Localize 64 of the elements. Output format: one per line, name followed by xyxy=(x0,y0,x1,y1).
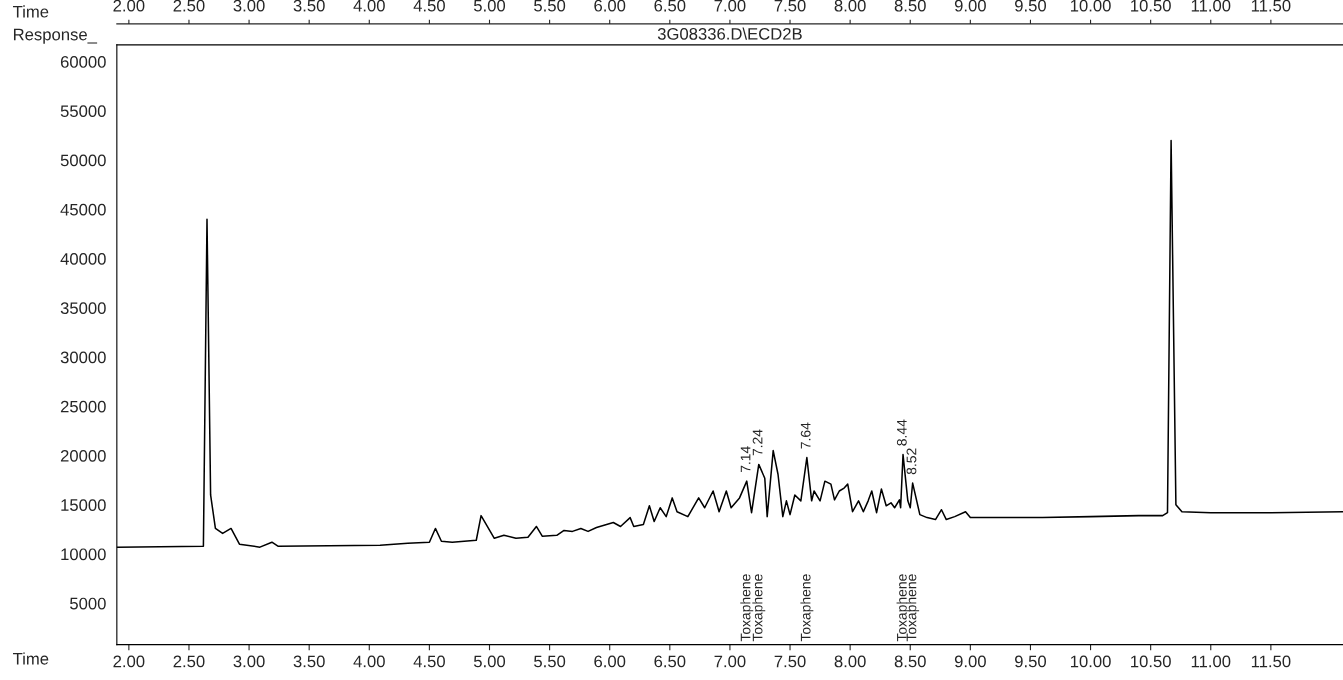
annotation: 7.14 xyxy=(740,446,751,473)
y-tick-label: 10000 xyxy=(61,548,106,561)
x2-tick-label: 3.50 xyxy=(293,0,325,12)
x2-tick-label: 4.00 xyxy=(353,0,385,12)
chart-title: 3G08336.D\ECD2B xyxy=(657,27,802,40)
x-tick-label: 4.00 xyxy=(353,655,385,668)
x-tick-label: 7.00 xyxy=(714,655,746,668)
x-tick-label: 9.00 xyxy=(954,655,986,668)
x2-tick-label: 7.50 xyxy=(774,0,806,12)
x-tick-label: 10.00 xyxy=(1070,655,1111,668)
x-axis-title: Time xyxy=(12,652,49,665)
x2-tick-label: 6.50 xyxy=(654,0,686,12)
x-tick-label: 6.50 xyxy=(654,655,686,668)
y-tick-label: 60000 xyxy=(60,56,106,68)
x-tick-label: 5.00 xyxy=(473,655,506,668)
x2-tick-label: 6.00 xyxy=(594,0,626,12)
y-tick-label: 55000 xyxy=(60,105,106,118)
x2-tick-label: 2.50 xyxy=(173,0,205,12)
x-tick-label: 9.50 xyxy=(1015,655,1047,668)
y-tick-label: 35000 xyxy=(60,302,106,315)
x2-tick-label: 9.00 xyxy=(954,0,986,12)
x2-tick-label: 9.50 xyxy=(1015,0,1047,12)
y-tick-label: 15000 xyxy=(61,499,106,511)
x-tick-label: 5.50 xyxy=(534,655,566,668)
x2-tick-label: 7.00 xyxy=(714,0,746,12)
x-tick-label: 11.50 xyxy=(1251,655,1291,668)
y-axis-title: Response_ xyxy=(13,28,98,44)
annotation: Toxaphene xyxy=(752,574,766,642)
x2-tick-label: 8.00 xyxy=(834,0,866,12)
x2-tick-label: 11.00 xyxy=(1191,0,1231,12)
x2-tick-label: 10.50 xyxy=(1131,0,1171,12)
x-tick-label: 10.50 xyxy=(1131,655,1171,668)
x2-tick-label: 4.50 xyxy=(413,0,445,12)
x2-tick-label: 8.50 xyxy=(894,0,926,12)
x-tick-label: 7.50 xyxy=(774,655,806,668)
x-tick-label: 6.00 xyxy=(594,655,626,668)
x-tick-label: 2.00 xyxy=(113,655,145,668)
x-tick-label: 2.50 xyxy=(173,655,205,668)
y-tick-label: 50000 xyxy=(60,154,106,167)
x2-tick-label: 2.00 xyxy=(113,0,145,12)
annotation: 8.52 xyxy=(906,448,917,475)
annotation: Toxaphene xyxy=(740,574,754,642)
y-tick-label: 30000 xyxy=(60,351,106,364)
annotation: 8.44 xyxy=(896,419,907,446)
y-tick-label: 40000 xyxy=(60,252,106,265)
x-tick-label: 3.00 xyxy=(233,655,265,668)
x-tick-label: 8.00 xyxy=(834,655,866,668)
x-tick-label: 11.00 xyxy=(1191,655,1231,668)
y-tick-label: 25000 xyxy=(60,400,106,413)
x-tick-label: 4.50 xyxy=(413,655,445,668)
x-tick-label: 8.50 xyxy=(894,655,926,668)
annotation: Toxaphene xyxy=(800,574,814,642)
x2-tick-label: 10.00 xyxy=(1070,0,1111,12)
x2-tick-label: 3.00 xyxy=(233,0,265,12)
x2-tick-label: 11.50 xyxy=(1251,0,1291,12)
x2-tick-label: 5.50 xyxy=(534,0,566,12)
x2-tick-label: 5.00 xyxy=(473,0,506,12)
y-tick-label: 45000 xyxy=(60,203,106,216)
y-tick-label: 5000 xyxy=(70,597,106,610)
x-tick-label: 3.50 xyxy=(293,655,325,668)
y-tick-label: 20000 xyxy=(60,449,106,462)
annotation: 7.64 xyxy=(800,422,811,449)
x2-axis-title: Time xyxy=(12,5,49,18)
annotation: 7.24 xyxy=(752,429,763,456)
